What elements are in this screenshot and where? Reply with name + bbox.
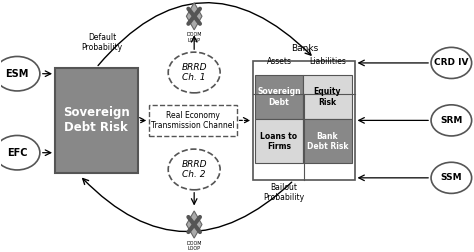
Ellipse shape (168, 149, 220, 190)
Ellipse shape (168, 52, 220, 93)
Text: BRRD
Ch. 1: BRRD Ch. 1 (182, 63, 207, 82)
Bar (55, 68, 137, 173)
Text: CRD IV: CRD IV (434, 58, 469, 68)
Text: Sovereign
Debt Risk: Sovereign Debt Risk (63, 106, 129, 134)
Text: DOOM
LOOP: DOOM LOOP (186, 32, 202, 43)
Bar (255, 119, 303, 164)
Bar (253, 60, 355, 180)
Text: Banks: Banks (292, 44, 319, 53)
Text: Liabilities: Liabilities (309, 57, 346, 66)
Text: BRRD
Ch. 2: BRRD Ch. 2 (182, 160, 207, 179)
Text: Bank
Debt Risk: Bank Debt Risk (307, 132, 348, 151)
Bar (255, 75, 303, 119)
Text: Bailout
Probability: Bailout Probability (263, 182, 304, 202)
Text: Real Economy
Transmission Channel: Real Economy Transmission Channel (151, 111, 235, 130)
Text: ESM: ESM (6, 69, 29, 79)
Text: SRM: SRM (440, 116, 463, 125)
Text: Loans to
Firms: Loans to Firms (260, 132, 298, 151)
Ellipse shape (431, 162, 472, 193)
Ellipse shape (0, 136, 40, 170)
Text: SSM: SSM (440, 173, 462, 182)
Text: Assets: Assets (266, 57, 292, 66)
Polygon shape (186, 3, 202, 30)
Text: Sovereign
Debt: Sovereign Debt (257, 87, 301, 107)
Bar (149, 105, 237, 136)
Polygon shape (186, 211, 202, 238)
Text: EFC: EFC (7, 148, 27, 158)
Bar (303, 119, 352, 164)
Ellipse shape (0, 56, 40, 91)
Ellipse shape (431, 105, 472, 136)
Bar (303, 75, 352, 119)
Text: Default
Probability: Default Probability (82, 33, 123, 52)
Text: Equity
Risk: Equity Risk (314, 87, 341, 107)
Text: DOOM
LOOP: DOOM LOOP (186, 241, 202, 251)
Ellipse shape (431, 47, 472, 78)
